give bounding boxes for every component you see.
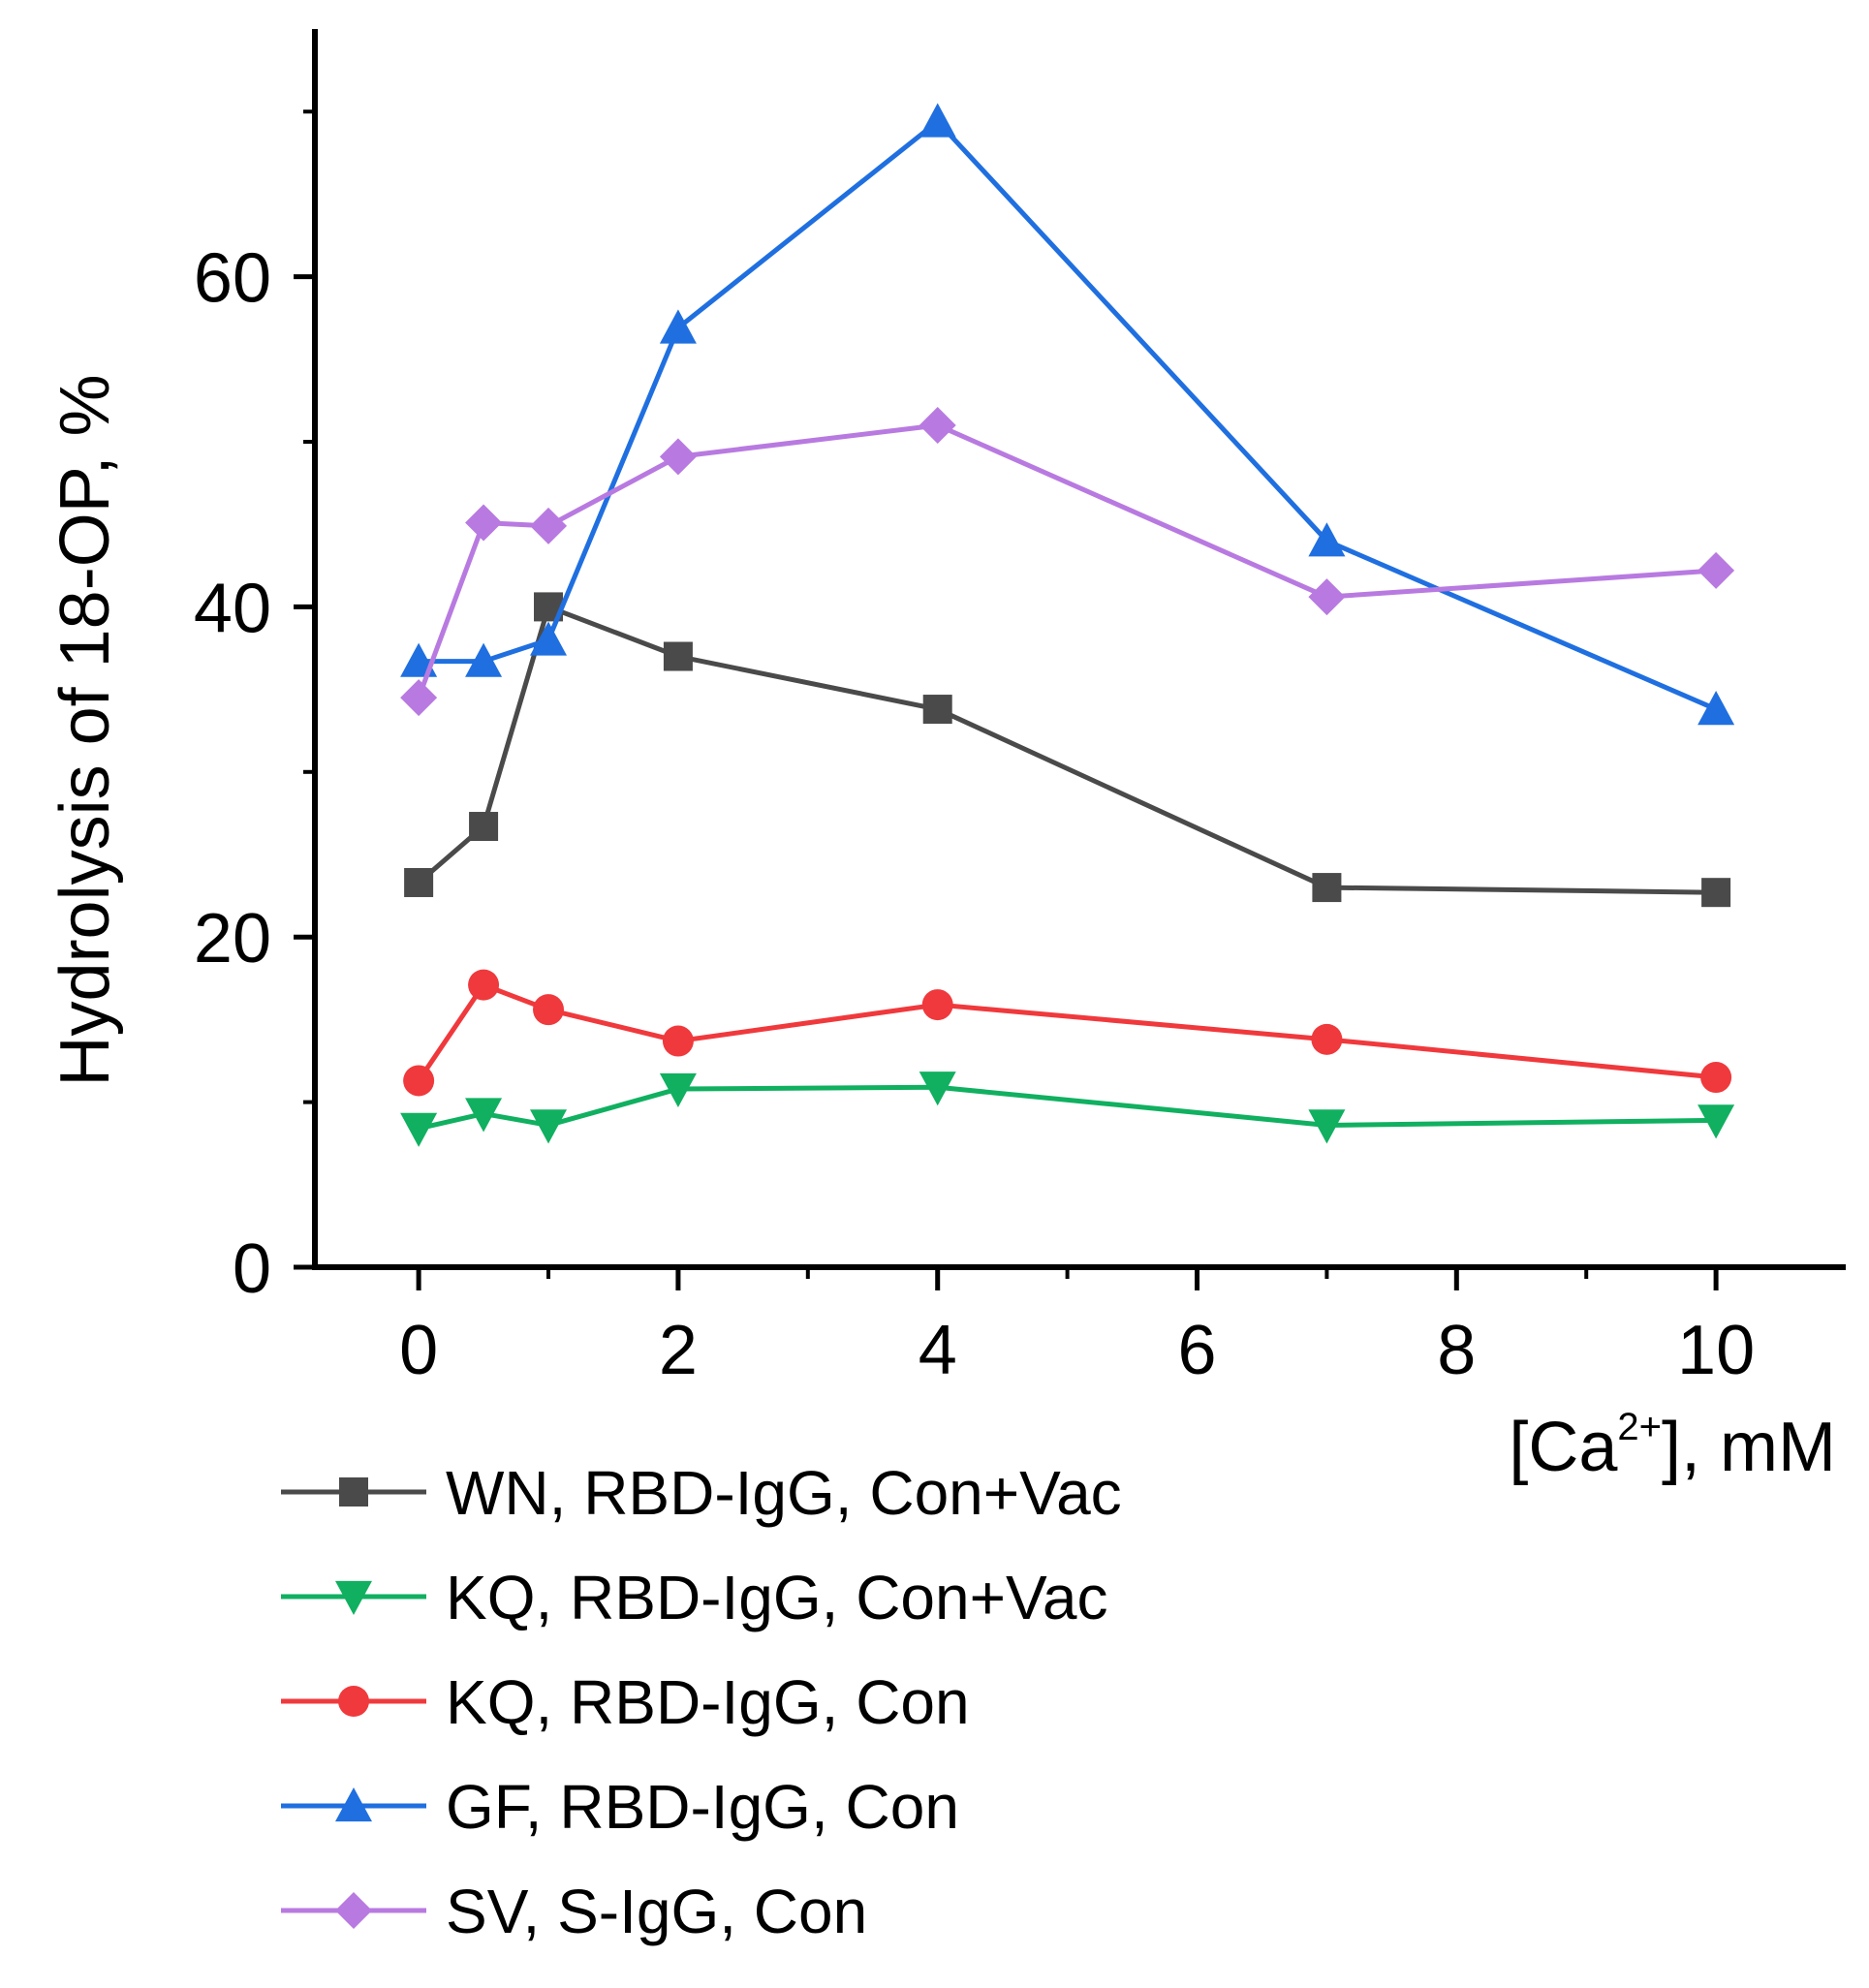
x-axis-title-suffix: ], mM: [1662, 1409, 1836, 1486]
series-1: [400, 1072, 1735, 1147]
legend-label: SV, S-IgG, Con: [446, 1877, 867, 1946]
data-point: [533, 994, 565, 1026]
data-point: [1698, 691, 1735, 726]
legend-item: GF, RBD-IgG, Con: [281, 1772, 959, 1842]
data-point: [1308, 522, 1346, 557]
x-axis-title-superscript: 2+: [1617, 1406, 1662, 1448]
data-point: [400, 1112, 438, 1147]
data-point: [663, 641, 693, 671]
data-point: [1700, 1062, 1732, 1094]
data-point: [530, 1109, 568, 1144]
series-layer: [400, 103, 1735, 1147]
legend-item: SV, S-IgG, Con: [281, 1877, 867, 1946]
data-point: [919, 1072, 956, 1106]
y-tick-label: 20: [194, 900, 271, 978]
series-4: [400, 406, 1735, 717]
data-point: [1698, 1104, 1735, 1139]
data-point: [922, 695, 952, 725]
data-point: [1308, 578, 1346, 616]
legend-marker: [338, 1686, 369, 1717]
x-tick-label: 4: [919, 1312, 957, 1389]
legend-label: KQ, RBD-IgG, Con+Vac: [446, 1563, 1108, 1632]
series-2: [403, 969, 1732, 1097]
data-point: [465, 1098, 503, 1133]
legend-label: GF, RBD-IgG, Con: [446, 1772, 959, 1842]
data-point: [659, 1072, 697, 1107]
data-point: [919, 103, 956, 138]
data-point: [530, 621, 568, 656]
series-0: [404, 592, 1731, 908]
data-point: [468, 969, 500, 1001]
series-line: [417, 604, 1717, 895]
legend-marker: [335, 1580, 372, 1615]
data-point: [662, 1025, 694, 1057]
legend-item: KQ, RBD-IgG, Con+Vac: [281, 1563, 1108, 1632]
legend-marker: [335, 1787, 372, 1822]
series-line: [418, 1084, 1717, 1132]
data-point: [1308, 1109, 1346, 1144]
x-tick-label: 6: [1177, 1312, 1216, 1389]
legend-layer: WN, RBD-IgG, Con+Vac KQ, RBD-IgG, Con+Vac…: [281, 1458, 1122, 1946]
series-line: [417, 982, 1717, 1082]
y-tick-label: 60: [194, 240, 271, 318]
x-tick-label: 10: [1677, 1312, 1755, 1389]
y-axis-title: Hydrolysis of 18-OP, %: [47, 375, 124, 1087]
data-point: [921, 989, 953, 1021]
x-axis-title-prefix: [Ca: [1509, 1409, 1618, 1486]
x-tick-label: 8: [1437, 1312, 1476, 1389]
x-axis-title: [Ca2+], mM: [1509, 1406, 1836, 1486]
data-point: [400, 679, 438, 717]
data-point: [659, 438, 697, 476]
x-tick-label: 0: [399, 1312, 438, 1389]
series-3: [400, 103, 1735, 726]
legend-item: KQ, RBD-IgG, Con: [281, 1667, 970, 1737]
data-point: [659, 309, 697, 344]
data-point: [530, 507, 568, 544]
data-point: [465, 642, 503, 677]
data-point: [465, 504, 503, 542]
data-point: [919, 406, 956, 444]
series-line: [419, 118, 1718, 712]
y-tick-label: 40: [194, 570, 271, 647]
y-tick-label: 0: [233, 1230, 271, 1308]
legend-item: WN, RBD-IgG, Con+Vac: [281, 1458, 1122, 1528]
data-point: [1701, 878, 1731, 908]
legend-label: WN, RBD-IgG, Con+Vac: [446, 1458, 1122, 1528]
data-point: [1312, 873, 1342, 903]
data-point: [1698, 551, 1735, 589]
data-point: [404, 867, 434, 897]
axes-layer: 0 2 4 6 8 10 0 20 40 60 Hydrolysis of 18-OP, % [Ca2…: [47, 29, 1846, 1486]
legend-marker: [335, 1892, 372, 1929]
data-point: [1311, 1023, 1343, 1055]
legend-marker: [339, 1477, 368, 1507]
data-point: [469, 812, 499, 842]
data-point: [403, 1065, 435, 1097]
legend-label: KQ, RBD-IgG, Con: [446, 1667, 970, 1737]
x-tick-label: 2: [659, 1312, 698, 1389]
series-line: [416, 422, 1717, 699]
